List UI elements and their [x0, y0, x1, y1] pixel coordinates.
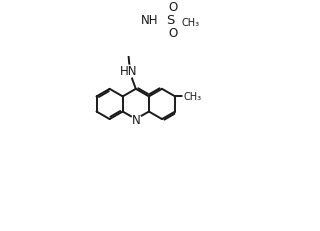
Text: N: N	[132, 113, 140, 126]
Text: CH₃: CH₃	[183, 92, 202, 102]
Text: CH₃: CH₃	[181, 18, 199, 28]
Text: O: O	[168, 27, 178, 40]
Text: NH: NH	[141, 14, 158, 27]
Text: O: O	[168, 1, 178, 14]
Text: S: S	[166, 14, 175, 27]
Text: HN: HN	[119, 65, 137, 78]
